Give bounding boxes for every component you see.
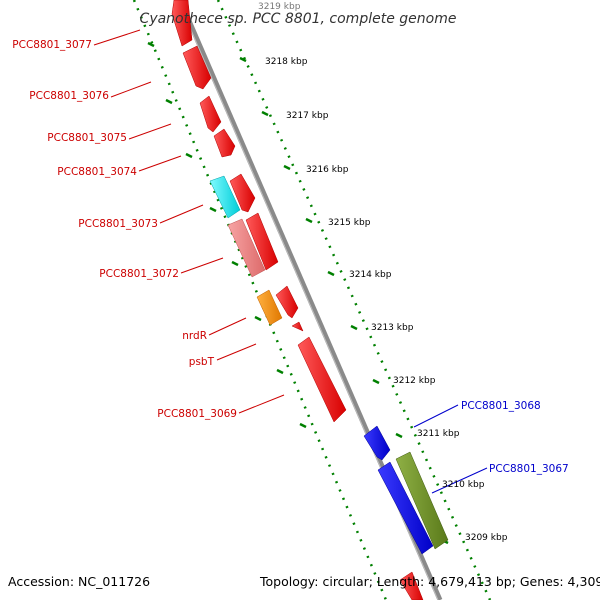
gene-label-PCC8801_3072[interactable]: PCC8801_3072 bbox=[99, 268, 179, 280]
scale-label: 3214 kbp bbox=[349, 270, 392, 280]
gene-PCC8801_3076[interactable] bbox=[182, 45, 212, 90]
gene-pink[interactable] bbox=[227, 218, 266, 278]
scale-label: 3212 kbp bbox=[393, 376, 436, 386]
label-leader-lines bbox=[93, 29, 488, 494]
scale-label: 3217 kbp bbox=[286, 111, 329, 121]
scale-label: 3215 kbp bbox=[328, 218, 371, 228]
gene-red-b[interactable] bbox=[245, 212, 279, 271]
gene-label-PCC8801_3073[interactable]: PCC8801_3073 bbox=[78, 218, 158, 230]
gene-label-nrdR[interactable]: nrdR bbox=[182, 330, 207, 342]
gene-label-PCC8801_3077[interactable]: PCC8801_3077 bbox=[12, 39, 92, 51]
gene-label-PCC8801_3074[interactable]: PCC8801_3074 bbox=[57, 166, 137, 178]
gene-PCC8801_3077[interactable] bbox=[171, 0, 193, 47]
gene-psbT[interactable] bbox=[291, 321, 304, 332]
gene-PCC8801_3069[interactable] bbox=[297, 336, 347, 423]
gene-arrows-right bbox=[363, 425, 449, 555]
gene-cyan[interactable] bbox=[209, 175, 241, 219]
left-gene-labels: PCC8801_3077 PCC8801_3076 PCC8801_3075 P… bbox=[12, 39, 237, 420]
gene-blue-long[interactable] bbox=[377, 461, 434, 555]
footer: Accession: NC_011726 Topology: circular;… bbox=[8, 574, 600, 589]
gene-PCC8801_3074[interactable] bbox=[213, 128, 236, 158]
gene-label-PCC8801_3068[interactable]: PCC8801_3068 bbox=[461, 400, 541, 412]
gene-label-psbT[interactable]: psbT bbox=[189, 356, 215, 368]
scale-label: 3219 kbp bbox=[258, 2, 301, 12]
topology-text: Topology: circular; Length: 4,679,413 bp… bbox=[259, 574, 600, 589]
gene-PCC8801_3075[interactable] bbox=[199, 95, 222, 133]
gene-label-PCC8801_3069[interactable]: PCC8801_3069 bbox=[157, 408, 237, 420]
scale-label: 3216 kbp bbox=[306, 165, 349, 175]
gene-PCC8801_3068[interactable] bbox=[363, 425, 391, 461]
left-major-ticks bbox=[147, 41, 307, 429]
gene-label-PCC8801_3075[interactable]: PCC8801_3075 bbox=[47, 132, 127, 144]
genome-title: Cyanothece sp. PCC 8801, complete genome bbox=[140, 11, 457, 27]
scale-label: 3210 kbp bbox=[442, 480, 485, 490]
gene-red-c[interactable] bbox=[275, 285, 299, 319]
gene-label-PCC8801_3076[interactable]: PCC8801_3076 bbox=[29, 90, 109, 102]
accession-text: Accession: NC_011726 bbox=[8, 574, 150, 589]
gene-arrows-left bbox=[171, 0, 424, 600]
scale-labels: 3219 kbp 3218 kbp 3217 kbp 3216 kbp 3215… bbox=[258, 2, 508, 543]
gene-bottom-red[interactable] bbox=[399, 571, 424, 600]
gene-orange[interactable] bbox=[256, 289, 283, 326]
scale-label: 3209 kbp bbox=[465, 533, 508, 543]
right-gene-labels: PCC8801_3068 PCC8801_3067 bbox=[461, 400, 569, 475]
right-tick-rail bbox=[216, 0, 492, 600]
scale-label: 3211 kbp bbox=[417, 429, 460, 439]
gene-label-PCC8801_3067[interactable]: PCC8801_3067 bbox=[489, 463, 569, 475]
scale-label: 3213 kbp bbox=[371, 323, 414, 333]
scale-label: 3218 kbp bbox=[265, 57, 308, 67]
gene-PCC8801_3067[interactable] bbox=[395, 451, 449, 550]
gene-red-a[interactable] bbox=[229, 173, 256, 213]
